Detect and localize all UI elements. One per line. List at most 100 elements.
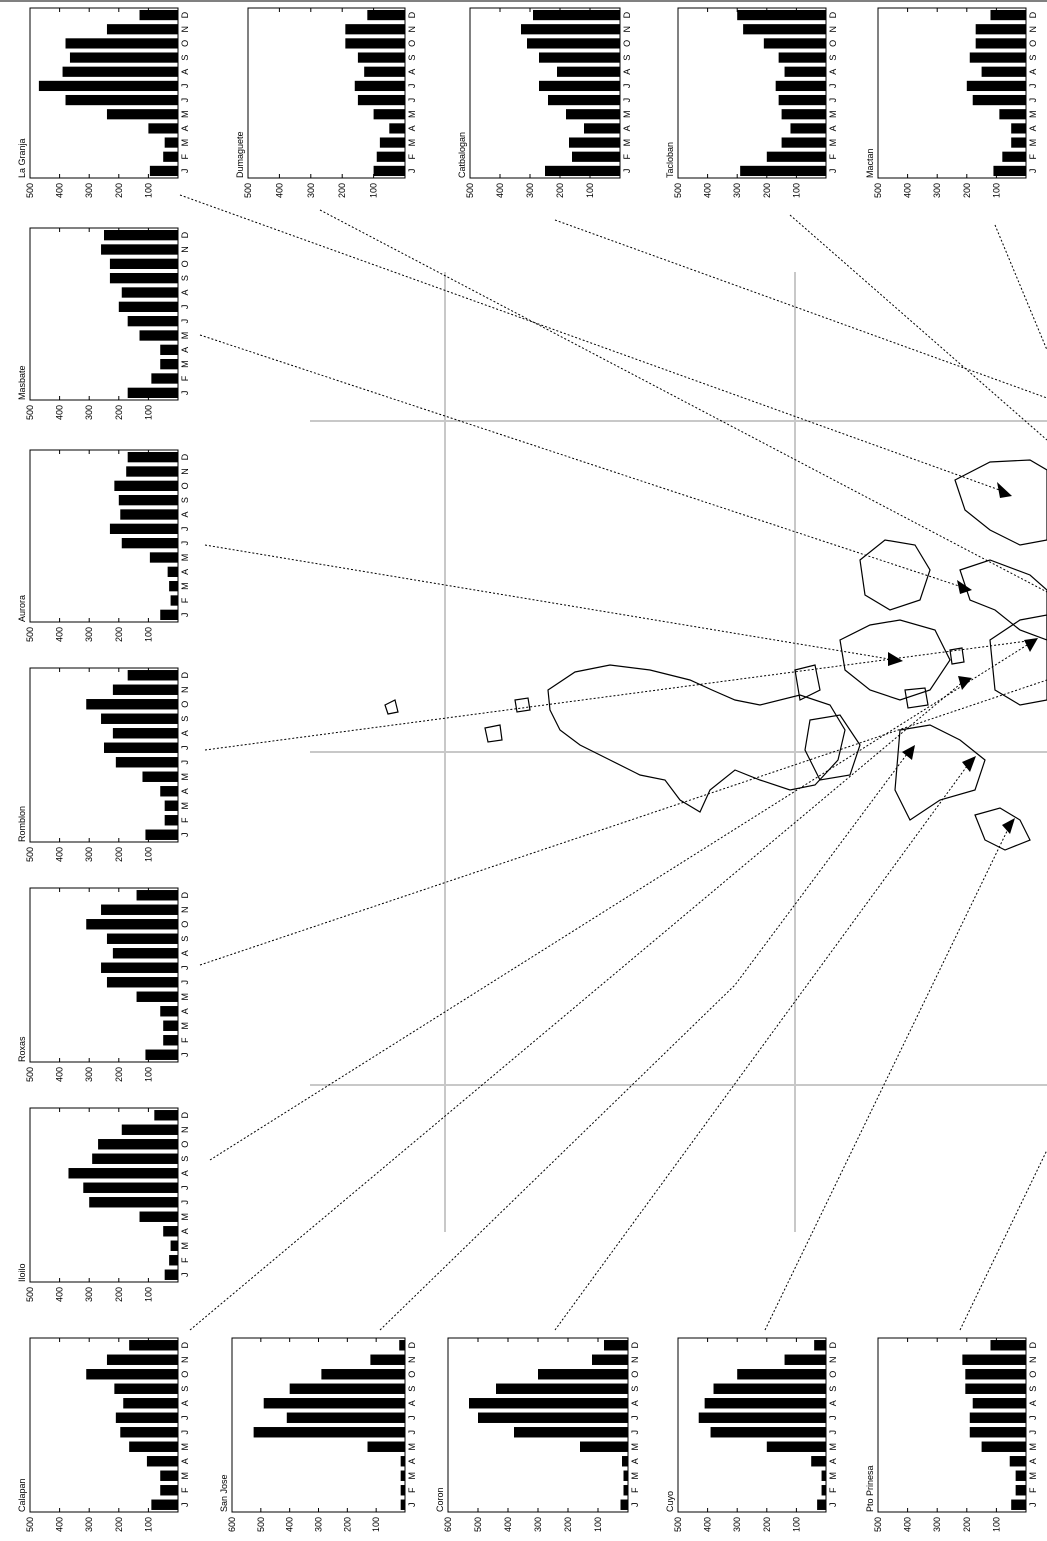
x-tick-label: S <box>828 55 838 61</box>
y-tick-label: 300 <box>84 1517 94 1532</box>
x-tick-label: F <box>180 597 190 603</box>
bar <box>68 1168 178 1179</box>
y-tick-label: 500 <box>25 627 35 642</box>
bar <box>1011 123 1026 134</box>
arrowhead <box>902 745 915 760</box>
bar <box>114 1383 178 1394</box>
x-tick-label: S <box>1028 1386 1038 1392</box>
x-tick-label: J <box>622 169 632 174</box>
bar <box>115 757 178 768</box>
x-tick-label: A <box>180 1008 190 1014</box>
bar <box>354 80 405 92</box>
x-tick-label: S <box>622 55 632 61</box>
x-tick-label: F <box>180 375 190 381</box>
y-tick-label: 300 <box>306 183 316 198</box>
y-tick-label: 500 <box>256 1517 266 1532</box>
island <box>804 714 861 781</box>
bar <box>566 109 620 120</box>
x-tick-label: F <box>407 154 417 160</box>
y-tick-label: 200 <box>962 1517 972 1532</box>
x-tick-label: J <box>180 1186 190 1191</box>
y-tick-label: 500 <box>873 1517 883 1532</box>
island <box>794 664 821 701</box>
bar <box>784 1354 826 1365</box>
x-tick-label: A <box>622 69 632 75</box>
station-charts: La Granja100200300400500JFMAMJJASONDMasb… <box>17 7 1038 1532</box>
x-tick-label: N <box>180 26 190 33</box>
bar <box>160 359 178 370</box>
plot-frame <box>29 1337 179 1513</box>
island <box>954 459 1047 546</box>
y-tick-label: 400 <box>55 183 65 198</box>
bar <box>981 1441 1026 1452</box>
bar <box>163 1035 178 1046</box>
x-tick-label: D <box>180 1112 190 1119</box>
x-tick-label: D <box>1028 11 1038 18</box>
y-tick-label: 100 <box>143 1517 153 1532</box>
x-tick-label: D <box>180 11 190 18</box>
leader-line <box>199 334 966 589</box>
bar <box>121 287 178 298</box>
y-tick-label: 400 <box>55 1287 65 1302</box>
x-tick-label: D <box>407 1342 417 1349</box>
bar <box>1011 1499 1026 1510</box>
bar <box>376 151 405 162</box>
y-tick-label: 600 <box>227 1517 237 1532</box>
station-chart: San Jose 100 200 300 400 500 600 J F M A M J J A S ON D <box>219 1337 417 1532</box>
x-tick-label: J <box>180 966 190 971</box>
y-tick-label: 200 <box>114 627 124 642</box>
x-tick-label: J <box>828 1430 838 1435</box>
x-tick-label: S <box>828 1386 838 1392</box>
x-tick-label: M <box>180 332 190 340</box>
chart-title: La Granja <box>17 138 27 178</box>
bar <box>698 1412 826 1423</box>
x-tick-label: N <box>180 1357 190 1364</box>
x-tick-label: A <box>180 347 190 353</box>
y-tick-label: 400 <box>903 1517 913 1532</box>
bar <box>965 1383 1026 1394</box>
x-tick-label: N <box>180 907 190 914</box>
chart-title: Pto Prinesa <box>865 1465 875 1512</box>
bar <box>106 24 178 35</box>
x-tick-label: J <box>630 1430 640 1435</box>
x-tick-label: A <box>630 1400 640 1406</box>
x-tick-label: M <box>828 139 838 147</box>
bar <box>710 1427 826 1438</box>
y-tick-label: 200 <box>114 847 124 862</box>
x-tick-label: M <box>180 139 190 147</box>
x-tick-label: J <box>1028 169 1038 174</box>
bar <box>821 1470 826 1481</box>
chart-title: Calapan <box>17 1478 27 1512</box>
x-tick-label: F <box>407 1487 417 1493</box>
y-tick-label: 200 <box>337 183 347 198</box>
bar <box>149 165 178 177</box>
bar <box>790 123 826 134</box>
x-tick-label: J <box>828 1416 838 1421</box>
island <box>959 559 1047 641</box>
x-tick-label: J <box>180 319 190 324</box>
bar <box>106 109 178 120</box>
x-tick-label: F <box>180 1487 190 1493</box>
bar <box>83 1182 178 1193</box>
bar <box>966 80 1026 92</box>
bar <box>109 258 178 269</box>
bar <box>778 94 826 106</box>
arrowhead <box>888 652 903 666</box>
x-tick-label: S <box>407 1386 417 1392</box>
y-tick-label: 100 <box>369 183 379 198</box>
x-tick-label: A <box>180 125 190 131</box>
bar <box>527 38 620 49</box>
x-tick-label: M <box>180 1242 190 1250</box>
bar <box>389 123 405 134</box>
x-tick-label: A <box>1028 1458 1038 1464</box>
bar <box>129 1340 178 1351</box>
bar <box>109 273 178 284</box>
bar <box>357 52 405 63</box>
bar <box>969 1412 1026 1423</box>
bar <box>101 244 178 255</box>
island <box>484 724 503 743</box>
y-tick-label: 200 <box>114 1517 124 1532</box>
bar <box>539 80 620 92</box>
station-chart: Cuyo 100 200 300 400 500 J F M A M J J A S ON D <box>665 1337 838 1532</box>
